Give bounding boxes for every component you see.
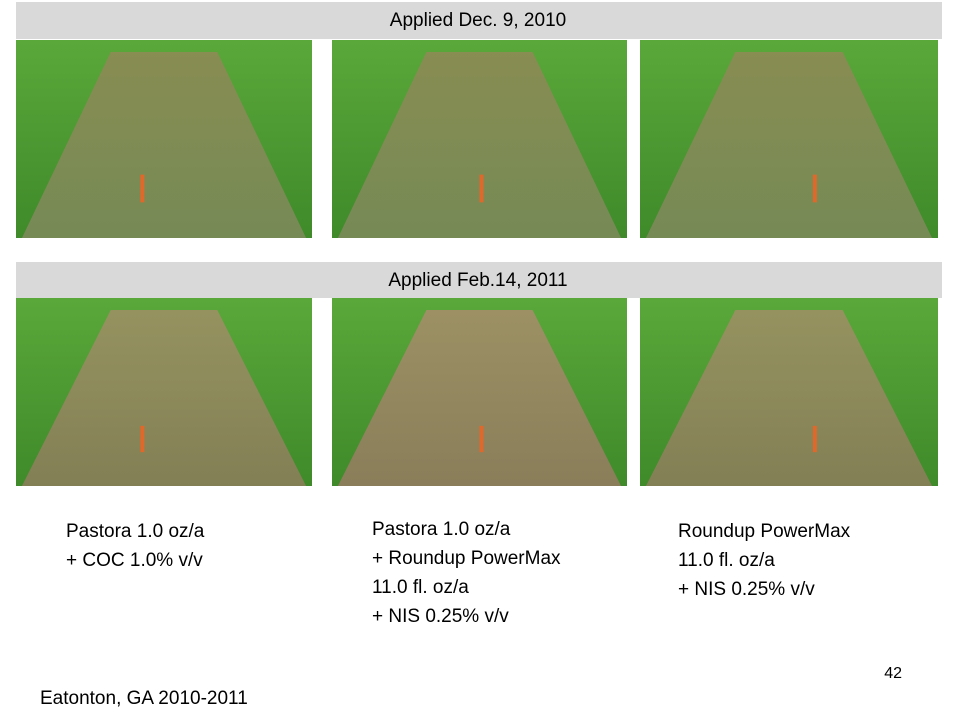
treatment-line: + NIS 0.25% v/v xyxy=(372,606,509,627)
photos xyxy=(16,40,938,486)
banner xyxy=(16,262,942,298)
treatment-line: Pastora 1.0 oz/a xyxy=(66,521,205,542)
photo-plot xyxy=(337,52,622,238)
photo xyxy=(332,40,627,238)
location: Eatonton, GA 2010-2011 xyxy=(40,688,248,709)
banner-text: Applied Dec. 9, 2010 xyxy=(390,10,566,31)
photo-plot xyxy=(645,52,933,238)
photo-stake xyxy=(812,425,817,453)
photo-stake xyxy=(479,425,484,453)
photo-plot xyxy=(21,310,307,486)
page-number: 42 xyxy=(884,665,902,682)
photo xyxy=(16,298,312,486)
treatment-line: + NIS 0.25% v/v xyxy=(678,579,815,600)
photo-plot xyxy=(21,52,307,238)
treatment-line: + COC 1.0% v/v xyxy=(66,550,203,571)
banner-text: Applied Feb.14, 2011 xyxy=(388,270,567,291)
photo-stake xyxy=(812,174,817,203)
photo xyxy=(16,40,312,238)
treatment-line: + Roundup PowerMax xyxy=(372,548,561,569)
treatment-line: 11.0 fl. oz/a xyxy=(372,577,469,598)
treatment-label: Roundup PowerMax 11.0 fl. oz/a + NIS 0.2… xyxy=(678,521,851,600)
photo-stake xyxy=(479,174,484,203)
treatment-line: Roundup PowerMax xyxy=(678,521,851,542)
treatment-label: Pastora 1.0 oz/a + COC 1.0% v/v xyxy=(66,521,205,571)
photo-stake xyxy=(140,174,145,203)
treatment-label: Pastora 1.0 oz/a + Roundup PowerMax 11.0… xyxy=(372,519,561,627)
photo xyxy=(332,298,627,486)
treatment-line: 11.0 fl. oz/a xyxy=(678,550,775,571)
photo-plot xyxy=(645,310,933,486)
photo xyxy=(640,298,938,486)
treatment-line: Pastora 1.0 oz/a xyxy=(372,519,511,540)
photo xyxy=(640,40,938,238)
banner xyxy=(16,2,942,39)
photo-stake xyxy=(140,425,145,453)
photo-plot xyxy=(337,310,622,486)
